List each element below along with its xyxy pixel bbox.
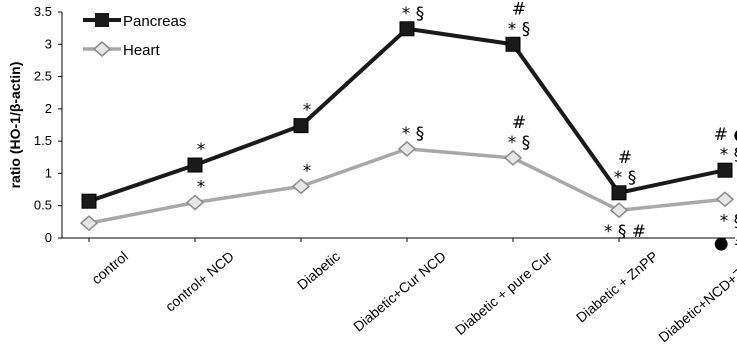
significance-marker: * § bbox=[508, 133, 530, 153]
y-tick-label: 1.5 bbox=[34, 133, 52, 148]
significance-marker: * § bbox=[508, 19, 530, 39]
legend-diamond-marker bbox=[92, 41, 112, 57]
heart-point bbox=[503, 149, 523, 166]
pancreas-point bbox=[399, 21, 415, 37]
heart-point bbox=[291, 178, 311, 195]
legend: Pancreas Heart bbox=[83, 13, 186, 59]
y-axis-label: ratio (HO-1/β-actin) bbox=[7, 62, 23, 189]
significance-marker: # bbox=[618, 148, 632, 168]
x-category-label: Diabetic+NCD+ZnPP bbox=[655, 248, 737, 345]
y-tick-label: 0.5 bbox=[34, 198, 52, 213]
significance-marker: * bbox=[303, 161, 312, 181]
x-category-label: Diabetic + pure Cur bbox=[452, 248, 555, 338]
y-tick-label: 2.5 bbox=[34, 69, 52, 84]
significance-marker: * § # bbox=[604, 222, 646, 242]
x-category-label: Diabetic + ZnPP bbox=[573, 248, 661, 326]
pancreas-point bbox=[505, 36, 521, 52]
heart-point bbox=[185, 194, 205, 211]
y-tick-label: 3 bbox=[45, 36, 52, 51]
y-tick-label: 1 bbox=[45, 165, 52, 180]
pancreas-point bbox=[611, 185, 627, 201]
significance-marker: ● # bbox=[714, 233, 737, 253]
significance-marker: * § bbox=[402, 4, 424, 24]
significance-marker: # bbox=[512, 113, 526, 133]
x-category-labels: control control+ NCD Diabetic Diabetic+Cur … bbox=[88, 238, 737, 345]
significance-annotations: *** §#* §#* §# ●* §*** §#* §* § #* §● # bbox=[197, 0, 737, 253]
y-tick-label: 0 bbox=[45, 230, 52, 245]
y-tick-label: 3.5 bbox=[34, 4, 52, 19]
significance-marker: * § bbox=[720, 145, 737, 165]
heart-point bbox=[397, 140, 417, 157]
significance-marker: # ● bbox=[714, 125, 737, 145]
x-category-label: Diabetic bbox=[294, 248, 343, 293]
legend-square-marker bbox=[95, 13, 109, 27]
pancreas-point bbox=[187, 157, 203, 173]
x-category-label: control+ NCD bbox=[162, 248, 237, 315]
x-category-label: control bbox=[88, 248, 130, 287]
significance-marker: * § bbox=[614, 168, 636, 188]
x-category-label: Diabetic+Cur NCD bbox=[350, 248, 449, 335]
y-tick-label: 2 bbox=[45, 101, 52, 116]
legend-label: Pancreas bbox=[123, 13, 186, 30]
pancreas-point bbox=[717, 162, 733, 178]
legend-label: Heart bbox=[123, 42, 161, 59]
significance-marker: * bbox=[197, 140, 206, 160]
significance-marker: # bbox=[512, 0, 526, 19]
pancreas-point bbox=[293, 118, 309, 134]
heart-point bbox=[609, 202, 629, 219]
pancreas-point bbox=[81, 193, 97, 209]
heart-point bbox=[715, 191, 735, 208]
significance-marker: * § bbox=[402, 124, 424, 144]
heart-point bbox=[79, 215, 99, 232]
significance-marker: * bbox=[303, 101, 312, 121]
significance-marker: * § bbox=[720, 211, 737, 231]
series-markers bbox=[79, 21, 735, 232]
axes bbox=[61, 12, 735, 239]
y-tick-labels: 0 0.5 1 1.5 2 2.5 3 3.5 bbox=[34, 4, 62, 245]
significance-marker: * bbox=[197, 177, 206, 197]
